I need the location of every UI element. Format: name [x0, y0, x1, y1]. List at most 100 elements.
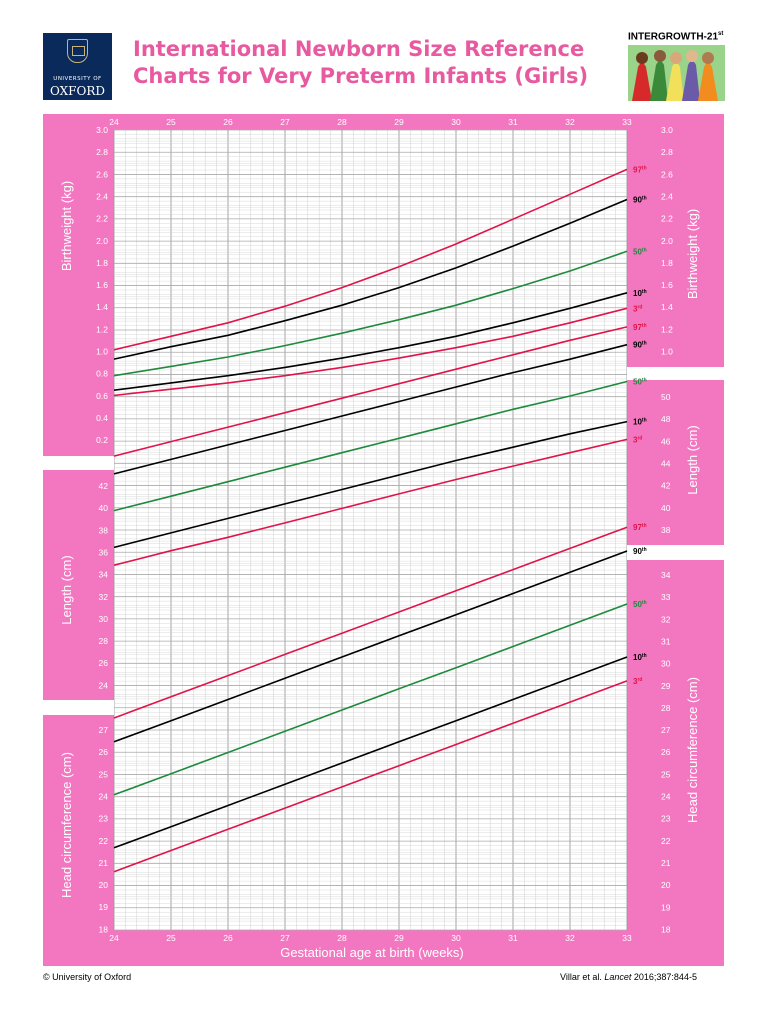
y-tick-left: 2.4 — [96, 191, 108, 201]
x-tick-bottom: 33 — [622, 933, 632, 943]
y-tick-left: 25 — [99, 769, 109, 779]
x-tick-top: 32 — [565, 117, 575, 127]
y-tick-left: 19 — [99, 902, 109, 912]
logo-line2: OXFORD — [50, 84, 105, 98]
y-tick-left: 34 — [99, 570, 109, 580]
y-axis-label-right: Length (cm) — [685, 425, 700, 494]
y-tick-left: 24 — [99, 791, 109, 801]
y-tick-left: 2.0 — [96, 236, 108, 246]
percentile-line-90th — [113, 198, 628, 360]
series-label-50th: 50th — [633, 247, 647, 256]
percentile-line-50th — [113, 250, 628, 377]
percentile-line-3rd — [113, 307, 628, 397]
copyright: © University of Oxford — [43, 972, 132, 982]
series-label-sup: rd — [637, 435, 642, 441]
series-label-90th: 90th — [633, 341, 647, 350]
series-label-value: 90 — [633, 195, 642, 204]
series-label-value: 3 — [633, 435, 638, 444]
y-tick-left: 36 — [99, 547, 109, 557]
y-tick-right: 23 — [661, 814, 671, 824]
brand-text: INTERGROWTH-21 — [628, 31, 718, 43]
y-tick-left: 18 — [99, 924, 109, 934]
y-tick-right: 20 — [661, 880, 671, 890]
title-line2: Charts for Very Preterm Infants (Girls) — [133, 64, 589, 88]
logo-line1: UNIVERSITY OF — [53, 76, 102, 82]
series-label-sup: th — [642, 377, 647, 383]
series-label-value: 50 — [633, 377, 642, 386]
x-tick-top: 33 — [622, 117, 632, 127]
y-tick-left: 40 — [99, 503, 109, 513]
x-tick-bottom: 31 — [508, 933, 518, 943]
y-tick-right: 21 — [661, 858, 671, 868]
oxford-logo: UNIVERSITY OF OXFORD — [43, 33, 112, 100]
x-tick-top: 26 — [223, 117, 233, 127]
y-tick-left: 26 — [99, 747, 109, 757]
y-tick-left: 23 — [99, 814, 109, 824]
y-tick-left: 21 — [99, 858, 109, 868]
y-tick-right: 25 — [661, 769, 671, 779]
series-label-value: 10 — [633, 418, 642, 427]
series-label-sup: th — [642, 653, 647, 659]
series-label-sup: rd — [637, 304, 642, 310]
y-tick-left: 27 — [99, 725, 109, 735]
y-tick-left: 1.8 — [96, 258, 108, 268]
y-tick-left: 30 — [99, 614, 109, 624]
percentile-line-3rd — [113, 438, 628, 566]
y-axis-label-left: Birthweight (kg) — [59, 181, 74, 271]
series-label-value: 50 — [633, 247, 642, 256]
series-label-97th: 97th — [633, 165, 647, 174]
series-label-sup: th — [642, 289, 647, 295]
series-label-90th: 90th — [633, 195, 647, 204]
brand-label: INTERGROWTH-21st — [628, 31, 723, 42]
citation-journal: Lancet — [604, 972, 632, 982]
series-label-50th: 50th — [633, 600, 647, 609]
percentile-line-97th — [113, 326, 628, 457]
title-line1: International Newborn Size Reference — [133, 37, 585, 61]
y-tick-left: 32 — [99, 592, 109, 602]
y-axis-label-left: Head circumference (cm) — [59, 752, 74, 898]
series-label-value: 50 — [633, 600, 642, 609]
x-tick-top: 24 — [109, 117, 119, 127]
y-tick-left: 22 — [99, 836, 109, 846]
series-label-sup: th — [642, 418, 647, 424]
series-label-10th: 10th — [633, 418, 647, 427]
series-label-value: 97 — [633, 165, 642, 174]
series-label-sup: th — [642, 523, 647, 529]
series-label-value: 10 — [633, 289, 642, 298]
panel-separator — [43, 700, 114, 715]
y-tick-left: 20 — [99, 880, 109, 890]
y-tick-right: 40 — [661, 503, 671, 513]
y-tick-right: 1.6 — [661, 280, 673, 290]
panel-separator — [627, 367, 724, 380]
citation: Villar et al. Lancet 2016;387:844-5 — [560, 972, 697, 982]
y-tick-left: 2.2 — [96, 214, 108, 224]
percentile-line-50th — [113, 603, 628, 796]
y-tick-right: 2.6 — [661, 169, 673, 179]
series-label-90th: 90th — [633, 547, 647, 556]
y-tick-left: 2.6 — [96, 169, 108, 179]
y-axis-label-right: Birthweight (kg) — [685, 209, 700, 299]
y-tick-right: 18 — [661, 924, 671, 934]
series-label-3rd: 3rd — [633, 435, 642, 444]
y-tick-right: 22 — [661, 836, 671, 846]
y-tick-right: 46 — [661, 436, 671, 446]
y-tick-left: 26 — [99, 658, 109, 668]
series-label-10th: 10th — [633, 653, 647, 662]
series-label-value: 3 — [633, 677, 638, 686]
series-label-3rd: 3rd — [633, 304, 642, 313]
y-tick-right: 48 — [661, 414, 671, 424]
y-tick-right: 19 — [661, 902, 671, 912]
series-label-sup: th — [642, 547, 647, 553]
y-tick-left: 0.2 — [96, 435, 108, 445]
citation-prefix: Villar et al. — [560, 972, 605, 982]
series-label-value: 97 — [633, 323, 642, 332]
series-label-sup: th — [642, 341, 647, 347]
y-tick-right: 2.4 — [661, 191, 673, 201]
series-label-value: 10 — [633, 653, 642, 662]
y-tick-right: 1.2 — [661, 324, 673, 334]
percentile-line-90th — [113, 343, 628, 475]
y-tick-right: 44 — [661, 458, 671, 468]
x-tick-top: 28 — [337, 117, 347, 127]
x-tick-bottom: 26 — [223, 933, 233, 943]
